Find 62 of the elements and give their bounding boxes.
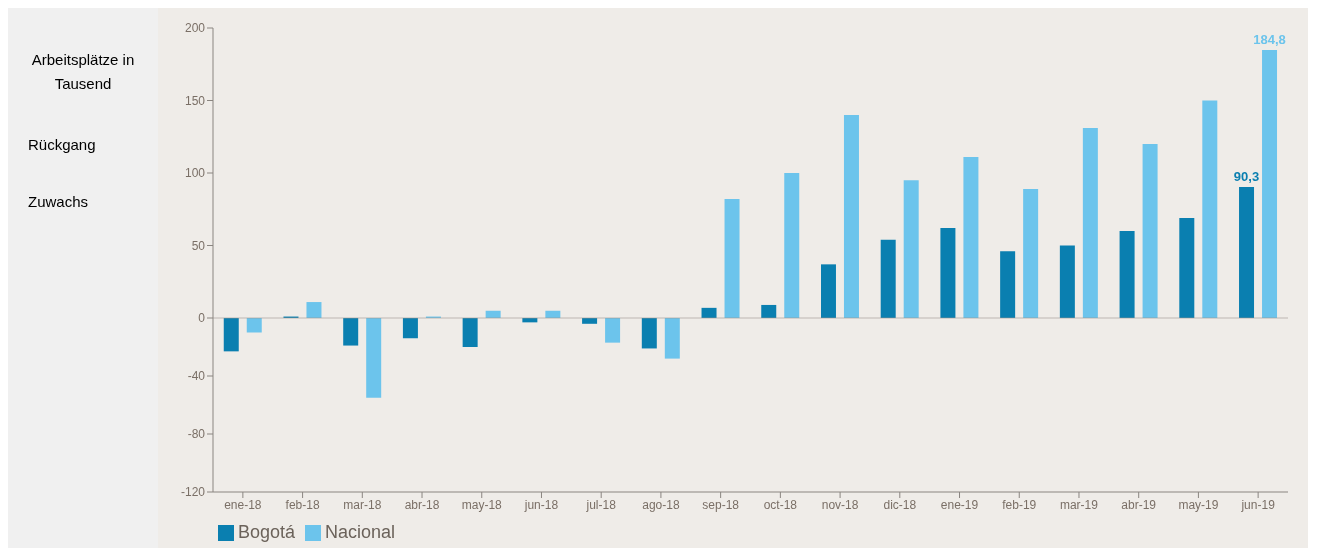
bar xyxy=(366,318,382,398)
bar xyxy=(1142,144,1158,318)
bar xyxy=(903,180,919,318)
bar xyxy=(641,318,657,349)
y-tick-label: -120 xyxy=(180,485,206,500)
bar xyxy=(1059,245,1075,318)
x-tick-label: abr-19 xyxy=(1121,497,1157,512)
bar xyxy=(1239,187,1255,318)
bar xyxy=(664,318,680,359)
bar xyxy=(843,115,859,318)
x-tick-label: jun-19 xyxy=(1240,497,1276,512)
x-tick-label: sep-18 xyxy=(702,497,740,512)
bar xyxy=(880,239,896,318)
x-tick-label: jun-18 xyxy=(523,497,559,512)
text: Zuwachs xyxy=(27,193,90,210)
x-tick-label: mar-18 xyxy=(343,497,382,512)
bar xyxy=(306,302,322,318)
legend-label: Nacional xyxy=(325,522,396,542)
y-tick-label: 0 xyxy=(198,311,206,326)
bar xyxy=(724,199,740,318)
y-tick-label: 50 xyxy=(191,238,206,253)
bar xyxy=(605,318,621,343)
y-tick-label: 150 xyxy=(184,93,206,108)
bar xyxy=(1082,128,1098,318)
bar xyxy=(343,318,359,346)
x-tick-label: ago-18 xyxy=(642,497,680,512)
y-tick-label: 100 xyxy=(184,166,206,181)
bar xyxy=(462,318,478,347)
x-tick-label: ene-19 xyxy=(940,497,979,512)
y-tick-label: -40 xyxy=(187,369,206,384)
bar xyxy=(1179,217,1195,318)
bar xyxy=(820,264,836,318)
bar xyxy=(1023,188,1039,318)
x-tick-label: may-19 xyxy=(1178,497,1219,512)
bar xyxy=(963,157,979,318)
bar xyxy=(761,304,777,318)
data-label: 184,8 xyxy=(1253,32,1286,48)
bar xyxy=(1262,50,1278,318)
y-tick-label: -80 xyxy=(187,427,206,442)
x-tick-label: dic-18 xyxy=(883,497,917,512)
data-label: 90,3 xyxy=(1233,169,1260,185)
y-tick-label: 200 xyxy=(184,21,206,36)
bar xyxy=(1202,100,1218,318)
text: Rückgang xyxy=(27,136,97,153)
legend-label: Bogotá xyxy=(238,522,296,542)
x-tick-label: feb-18 xyxy=(285,497,320,512)
bar xyxy=(223,318,239,352)
bar xyxy=(1000,251,1016,318)
y-axis-title: Arbeitsplätze in Tausend xyxy=(30,50,136,94)
x-tick-label: may-18 xyxy=(461,497,503,512)
bar xyxy=(246,318,262,333)
x-tick-label: oct-18 xyxy=(763,497,798,512)
x-tick-label: mar-19 xyxy=(1059,497,1099,512)
x-tick-label: abr-18 xyxy=(404,497,440,512)
bar xyxy=(402,318,418,339)
x-tick-label: jul-18 xyxy=(585,497,617,512)
bar xyxy=(1119,231,1135,318)
bar xyxy=(784,173,800,318)
x-tick-label: ene-18 xyxy=(224,497,262,512)
bar xyxy=(940,228,956,318)
x-tick-label: feb-19 xyxy=(1002,497,1037,512)
x-tick-label: nov-18 xyxy=(821,497,859,512)
